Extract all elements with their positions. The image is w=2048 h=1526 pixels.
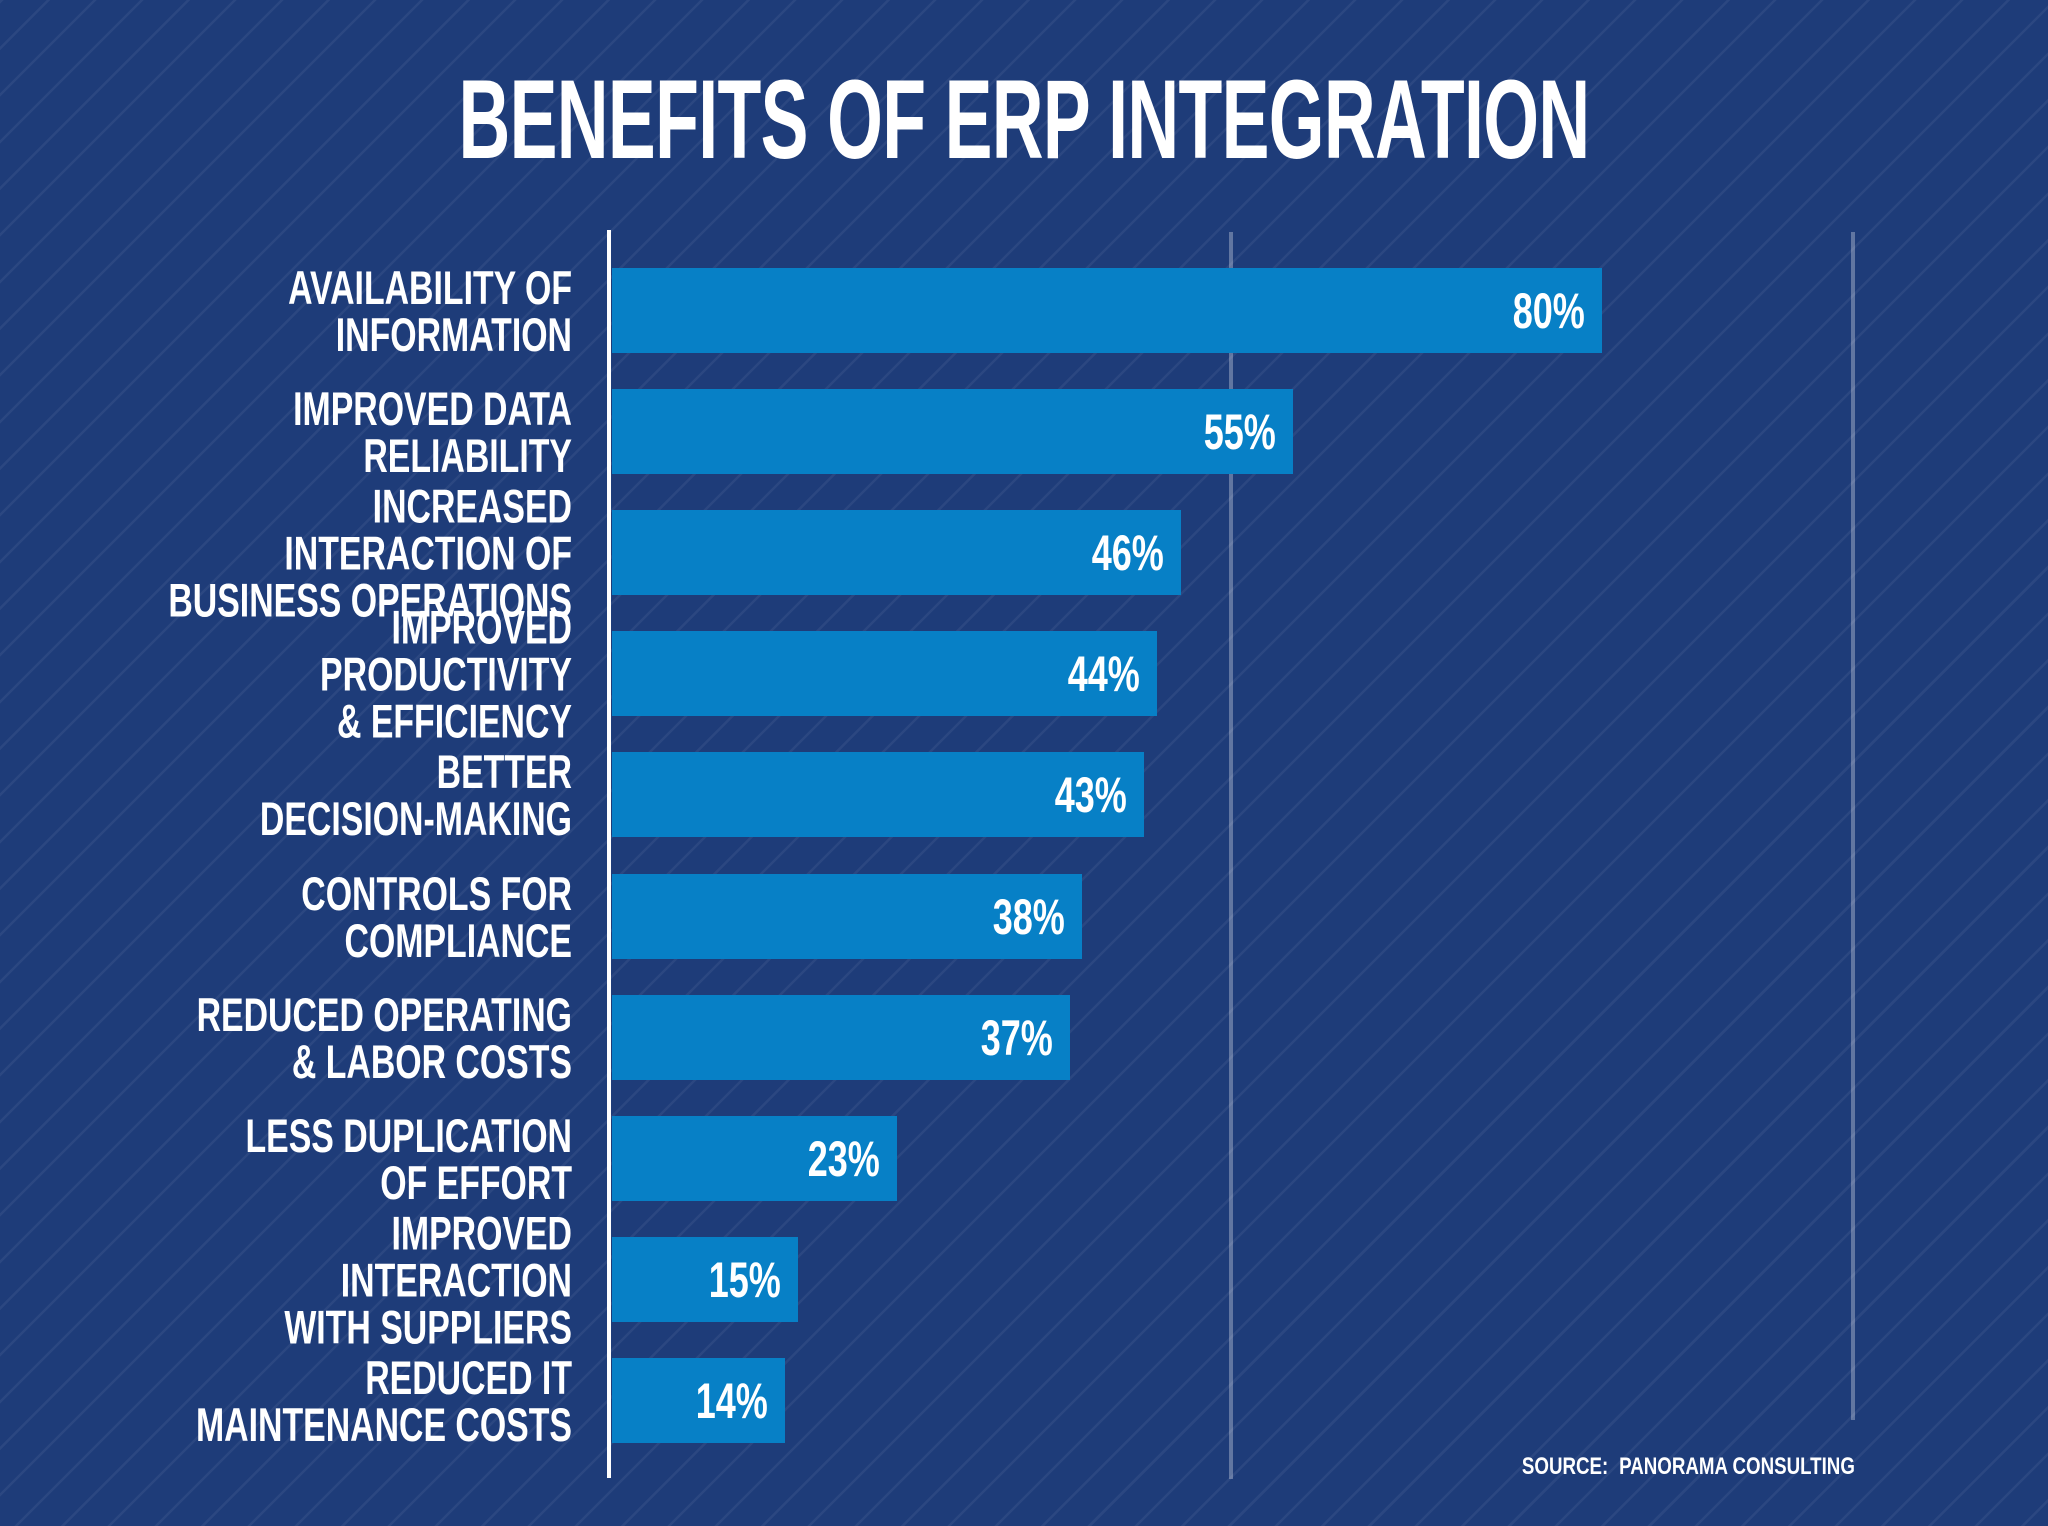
chart-row: REDUCED OPERATING & LABOR COSTS 37%	[0, 991, 2048, 1085]
bar: 55%	[612, 389, 1293, 474]
chart-row: IMPROVED DATA RELIABILITY 55%	[0, 385, 2048, 479]
chart-row: BETTER DECISION-MAKING 43%	[0, 748, 2048, 842]
category-label: AVAILABILITY OF INFORMATION	[288, 260, 572, 361]
bar: 46%	[612, 510, 1181, 595]
bar: 14%	[612, 1358, 785, 1443]
bar-value-label: 37%	[980, 1009, 1053, 1066]
bar: 23%	[612, 1116, 897, 1201]
gridline-50-percent	[1229, 232, 1233, 1479]
bar-value-label: 15%	[708, 1251, 781, 1308]
bar-value-label: 44%	[1067, 645, 1140, 702]
category-label: IMPROVED PRODUCTIVITY & EFFICIENCY	[320, 600, 572, 747]
category-label: CONTROLS FOR COMPLIANCE	[301, 866, 572, 967]
category-label: REDUCED OPERATING & LABOR COSTS	[196, 987, 572, 1088]
chart-row: CONTROLS FOR COMPLIANCE 38%	[0, 870, 2048, 964]
category-label: IMPROVED INTERACTION WITH SUPPLIERS	[284, 1206, 572, 1353]
category-label: IMPROVED DATA RELIABILITY	[293, 381, 572, 482]
bar-value-label: 43%	[1054, 766, 1127, 823]
bar: 38%	[612, 874, 1082, 959]
bar: 44%	[612, 631, 1157, 716]
source-value: PANORAMA CONSULTING	[1619, 1453, 1855, 1480]
bar-value-label: 46%	[1091, 524, 1164, 581]
category-label: BETTER DECISION-MAKING	[259, 744, 572, 845]
bar: 37%	[612, 995, 1070, 1080]
chart-row: IMPROVED PRODUCTIVITY & EFFICIENCY 44%	[0, 603, 2048, 744]
category-label: INCREASED INTERACTION OF BUSINESS OPERAT…	[168, 479, 572, 626]
chart-row: INCREASED INTERACTION OF BUSINESS OPERAT…	[0, 482, 2048, 623]
bar-value-label: 38%	[992, 888, 1065, 945]
bar: 43%	[612, 752, 1144, 837]
chart-row: LESS DUPLICATION OF EFFORT 23%	[0, 1112, 2048, 1206]
bar-value-label: 14%	[695, 1372, 768, 1429]
y-axis-line	[607, 230, 611, 1478]
chart-row: AVAILABILITY OF INFORMATION 80%	[0, 264, 2048, 358]
source-label: SOURCE:	[1522, 1453, 1609, 1480]
bar-value-label: 23%	[807, 1130, 880, 1187]
bar-value-label: 55%	[1203, 403, 1276, 460]
category-label: REDUCED IT MAINTENANCE COSTS	[195, 1350, 572, 1451]
bar-value-label: 80%	[1512, 282, 1585, 339]
chart-row: REDUCED IT MAINTENANCE COSTS 14%	[0, 1354, 2048, 1448]
category-label: LESS DUPLICATION OF EFFORT	[245, 1108, 572, 1209]
source-note: SOURCE: PANORAMA CONSULTING	[1522, 1453, 1855, 1481]
bar: 80%	[612, 268, 1602, 353]
gridline-100-percent	[1851, 232, 1855, 1420]
bar: 15%	[612, 1237, 798, 1322]
chart-row: IMPROVED INTERACTION WITH SUPPLIERS 15%	[0, 1209, 2048, 1350]
chart-title: BENEFITS OF ERP INTEGRATION	[458, 57, 1591, 182]
